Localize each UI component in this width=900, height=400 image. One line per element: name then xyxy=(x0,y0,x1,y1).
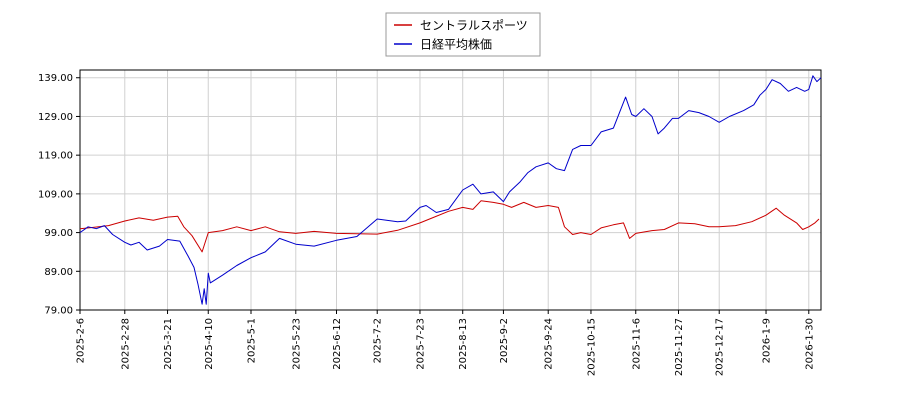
x-tick-label: 2025-11-27 xyxy=(674,318,685,376)
series-line-0 xyxy=(79,200,820,253)
legend-label: 日経平均株価 xyxy=(420,37,492,52)
y-tick-label: 109.00 xyxy=(38,189,73,200)
y-tick-label: 99.00 xyxy=(44,228,73,239)
grid-lines xyxy=(79,70,821,311)
y-tick-label: 89.00 xyxy=(44,267,73,278)
y-tick-label: 119.00 xyxy=(38,151,73,162)
x-tick-label: 2025-2-28 xyxy=(120,318,131,370)
x-tick-label: 2025-2-6 xyxy=(76,318,87,363)
x-tick-label: 2026-1-9 xyxy=(762,318,773,363)
x-tick-label: 2025-11-6 xyxy=(631,318,642,370)
plot-frame xyxy=(79,69,822,311)
x-tick-label: 2025-9-24 xyxy=(544,318,555,370)
x-tick-label: 2025-9-2 xyxy=(499,318,510,363)
series-line-1 xyxy=(79,75,822,305)
x-tick-label: 2025-7-2 xyxy=(373,318,384,363)
x-tick-label: 2025-3-21 xyxy=(163,318,174,370)
axes: 79.00 89.00 99.00 109.00 119.00 129.00 139.00 2… xyxy=(38,69,822,376)
y-tick-label: 129.00 xyxy=(38,112,73,123)
y-tick-label: 79.00 xyxy=(44,306,73,317)
y-tick-label: 139.00 xyxy=(38,73,73,84)
x-tick-label: 2025-5-1 xyxy=(247,318,258,363)
series-layer xyxy=(79,75,822,305)
x-tick-label: 2025-7-23 xyxy=(415,318,426,370)
legend-box xyxy=(385,12,541,57)
legend-label: セントラルスポーツ xyxy=(420,19,528,33)
x-tick-label: 2025-8-13 xyxy=(458,318,469,370)
x-tick-label: 2025-10-15 xyxy=(586,318,597,376)
x-tick-label: 2026-1-30 xyxy=(804,318,815,370)
x-tick-label: 2025-5-23 xyxy=(291,318,302,370)
x-tick-label: 2025-4-10 xyxy=(204,318,215,370)
x-tick-label: 2025-12-17 xyxy=(715,318,726,376)
x-tick-label: 2025-6-12 xyxy=(332,318,343,370)
